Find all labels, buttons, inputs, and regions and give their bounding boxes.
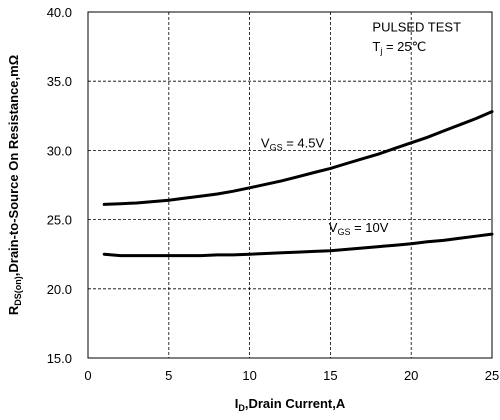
x-tick-label: 10 <box>242 368 256 383</box>
series-layer <box>102 110 494 258</box>
grid <box>88 12 492 358</box>
series-label-vgs-10v: VGS = 10V <box>329 220 389 237</box>
y-tick-label: 25.0 <box>47 213 72 228</box>
tick-labels: 0 5 10 15 20 25 15.0 20.0 25.0 30.0 35.0 40.0 <box>47 5 500 383</box>
y-tick-label: 15.0 <box>47 351 72 366</box>
x-tick-label: 20 <box>404 368 418 383</box>
y-tick-label: 40.0 <box>47 5 72 20</box>
series-line-0 <box>102 110 494 206</box>
x-tick-label: 0 <box>84 368 91 383</box>
y-axis-label: RDS(on),Drain-to-Source On Resistance,mΩ <box>6 55 23 315</box>
y-tick-label: 35.0 <box>47 74 72 89</box>
series-line-1 <box>102 232 494 258</box>
x-tick-label: 5 <box>165 368 172 383</box>
x-tick-label: 15 <box>323 368 337 383</box>
x-tick-label: 25 <box>485 368 499 383</box>
y-tick-label: 20.0 <box>47 282 72 297</box>
annotation-pulsed-test: PULSED TEST <box>372 19 461 34</box>
y-tick-label: 30.0 <box>47 143 72 158</box>
plot-frame <box>87 11 493 359</box>
series-label-vgs-4-5v: VGS = 4.5V <box>261 136 325 153</box>
annotation-junction-temp: Tj = 25℃ <box>372 39 426 56</box>
x-axis-label: ID,Drain Current,A <box>235 396 346 413</box>
